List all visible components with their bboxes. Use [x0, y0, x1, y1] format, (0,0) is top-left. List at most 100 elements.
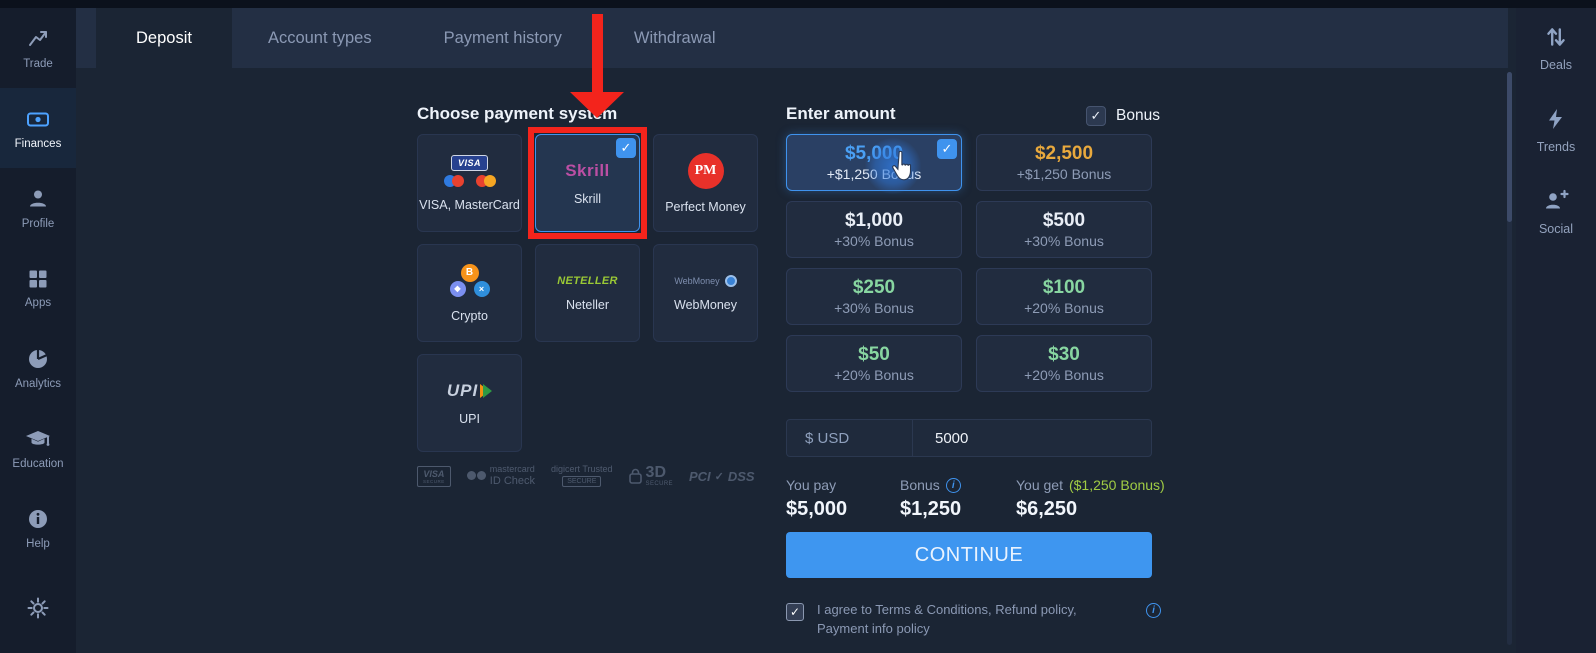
sidebar-item-label: Help: [26, 537, 50, 550]
amount-input[interactable]: [913, 420, 1151, 456]
sidebar-item-label: Apps: [24, 296, 52, 309]
payment-method-visa-mastercard[interactable]: VISA VISA, MasterCard: [417, 134, 522, 232]
amount-bonus: +20% Bonus: [1024, 300, 1104, 316]
sidebar-item-label: Trade: [23, 57, 53, 70]
amount-option-2500[interactable]: $2,500 +$1,250 Bonus: [976, 134, 1152, 191]
trade-chart-icon: [29, 30, 47, 46]
amount-option-50[interactable]: $50 +20% Bonus: [786, 335, 962, 392]
tab-withdrawal[interactable]: Withdrawal: [633, 28, 716, 47]
upi-arrow-icon: [480, 383, 493, 398]
you-pay-summary: You pay $5,000: [786, 477, 847, 521]
left-sidebar: Trade Finances Profile Apps: [0, 8, 76, 653]
amount-option-100[interactable]: $100 +20% Bonus: [976, 268, 1152, 325]
bonus-summary-label: Bonus: [900, 477, 940, 493]
payment-method-name: Skrill: [573, 191, 602, 206]
payment-method-crypto[interactable]: B ◆ × Crypto: [417, 244, 522, 342]
amount-bonus: +$1,250 Bonus: [826, 166, 922, 182]
you-pay-label: You pay: [786, 477, 837, 493]
sidebar-item-social[interactable]: Social: [1516, 188, 1596, 270]
perfect-money-logo: PM: [687, 152, 724, 189]
bonus-summary-value: $1,250: [900, 498, 962, 520]
payment-method-skrill[interactable]: ✓ Skrill Skrill: [535, 134, 640, 232]
amount-bonus: +$1,250 Bonus: [1016, 166, 1112, 182]
top-tab-bar: Deposit Account types Payment history Wi…: [76, 8, 1508, 68]
mastercard-circles-icon: [475, 174, 496, 187]
amount-option-5000[interactable]: ✓ $5,000 +$1,250 Bonus: [786, 134, 962, 191]
currency-selector[interactable]: $ USD: [787, 420, 913, 456]
amount-value: $50: [858, 344, 890, 365]
amount-value: $500: [1042, 210, 1086, 231]
amount-value: $100: [1042, 277, 1086, 298]
payment-method-name: Perfect Money: [665, 199, 746, 214]
visa-logo: VISA: [450, 154, 488, 171]
webmoney-globe-icon: [724, 274, 737, 287]
sidebar-item-profile[interactable]: Profile: [0, 168, 76, 248]
sidebar-item-education[interactable]: Education: [0, 408, 76, 488]
sidebar-item-trends[interactable]: Trends: [1516, 106, 1596, 188]
scrollbar-track[interactable]: [1507, 72, 1512, 645]
sidebar-item-analytics[interactable]: Analytics: [0, 328, 76, 408]
payment-method-webmoney[interactable]: WebMoney WebMoney: [653, 244, 758, 342]
amount-option-500[interactable]: $500 +30% Bonus: [976, 201, 1152, 258]
terms-agree-text: I agree to Terms & Conditions, Refund po…: [817, 602, 1077, 636]
checkbox-check-icon[interactable]: ✓: [1086, 106, 1106, 126]
you-get-summary: You get ($1,250 Bonus) $6,250: [1016, 477, 1165, 521]
right-sidebar: Deals Trends Social: [1516, 0, 1596, 653]
visa-secure-badge: VISA SECURE: [417, 465, 451, 487]
amount-option-250[interactable]: $250 +30% Bonus: [786, 268, 962, 325]
you-get-bonus-note: ($1,250 Bonus): [1068, 477, 1165, 493]
bonus-info-icon[interactable]: i: [945, 477, 961, 493]
sidebar-item-trade[interactable]: Trade: [0, 8, 76, 88]
amount-value: $5,000: [844, 143, 904, 164]
security-badges-row: VISA SECURE mastercard ID Check digicert T…: [417, 458, 777, 494]
sidebar-item-label: Education: [12, 457, 64, 470]
sidebar-item-settings[interactable]: [0, 568, 76, 648]
amount-value: $2,500: [1034, 143, 1094, 164]
graduation-cap-icon: [26, 430, 50, 446]
selected-check-icon: ✓: [616, 138, 636, 158]
terms-info-icon[interactable]: i: [1146, 603, 1161, 618]
sidebar-item-deals[interactable]: Deals: [1516, 24, 1596, 106]
pie-chart-icon: [29, 348, 48, 368]
top-strip: [0, 0, 1596, 8]
payment-method-perfect-money[interactable]: PM Perfect Money: [653, 134, 758, 232]
scrollbar-thumb[interactable]: [1507, 72, 1512, 222]
sidebar-item-apps[interactable]: Apps: [0, 248, 76, 328]
digicert-badge: digicert Trusted SECURE: [551, 464, 613, 488]
amount-bonus: +30% Bonus: [834, 233, 914, 249]
you-get-label: You get: [1016, 477, 1063, 493]
banknote-icon: [27, 112, 49, 126]
bonus-summary: Bonus i $1,250: [900, 477, 961, 521]
amount-option-1000[interactable]: $1,000 +30% Bonus: [786, 201, 962, 258]
sidebar-item-label: Trends: [1536, 140, 1576, 154]
3d-secure-badge: 3D SECURE: [628, 464, 673, 488]
terms-checkbox[interactable]: ✓: [786, 603, 804, 621]
amount-bonus: +20% Bonus: [834, 367, 914, 383]
choose-payment-title: Choose payment system: [417, 104, 618, 123]
payment-method-upi[interactable]: UPI UPI: [417, 354, 522, 452]
bonus-checkbox[interactable]: ✓ Bonus: [1086, 106, 1160, 126]
crypto-coins-icon: B ◆ ×: [447, 263, 493, 298]
ethereum-icon: ◆: [449, 280, 466, 297]
pci-dss-badge: PCI ✓ DSS: [688, 468, 755, 484]
tab-account-types[interactable]: Account types: [267, 28, 372, 47]
amount-bonus: +30% Bonus: [834, 300, 914, 316]
payment-method-neteller[interactable]: NETELLER Neteller: [535, 244, 640, 342]
sidebar-item-label: Finances: [14, 137, 62, 150]
payment-method-name: WebMoney: [674, 297, 737, 312]
amount-input-row: $ USD: [786, 419, 1152, 457]
enter-amount-title: Enter amount: [786, 104, 896, 123]
tab-payment-history[interactable]: Payment history: [443, 28, 562, 47]
tab-deposit[interactable]: Deposit: [96, 8, 232, 68]
amount-option-30[interactable]: $30 +20% Bonus: [976, 335, 1152, 392]
terms-agree-row: ✓ I agree to Terms & Conditions, Refund …: [786, 601, 1166, 639]
lightning-icon: [1549, 109, 1562, 129]
continue-button[interactable]: CONTINUE: [786, 532, 1152, 578]
sidebar-item-finances[interactable]: Finances: [0, 88, 76, 168]
payment-method-name: Neteller: [565, 297, 610, 312]
sidebar-item-help[interactable]: Help: [0, 488, 76, 568]
amount-value: $250: [852, 277, 896, 298]
webmoney-logo: WebMoney: [674, 274, 737, 287]
you-get-value: $6,250: [1016, 498, 1078, 520]
